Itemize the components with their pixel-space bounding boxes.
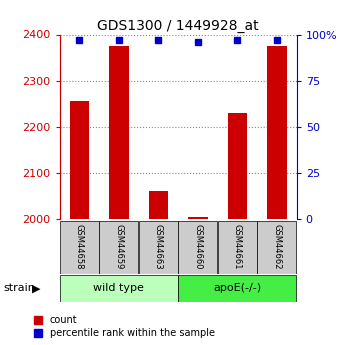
- Bar: [149, 191, 168, 219]
- Text: strain: strain: [3, 284, 35, 293]
- Bar: [109, 46, 129, 219]
- Bar: [178, 221, 218, 274]
- Bar: [70, 101, 89, 219]
- Legend: count, percentile rank within the sample: count, percentile rank within the sample: [32, 313, 217, 340]
- Text: apoE(-/-): apoE(-/-): [213, 284, 262, 293]
- Bar: [60, 275, 178, 302]
- Bar: [139, 221, 178, 274]
- Bar: [188, 217, 208, 219]
- Text: GSM44659: GSM44659: [115, 224, 123, 269]
- Text: GSM44662: GSM44662: [272, 224, 281, 269]
- Bar: [218, 221, 257, 274]
- Text: GSM44663: GSM44663: [154, 224, 163, 269]
- Bar: [257, 221, 296, 274]
- Bar: [178, 275, 296, 302]
- Title: GDS1300 / 1449928_at: GDS1300 / 1449928_at: [98, 19, 259, 33]
- Text: GSM44660: GSM44660: [193, 224, 203, 269]
- Text: ▶: ▶: [32, 284, 40, 293]
- Text: wild type: wild type: [93, 284, 144, 293]
- Text: GSM44658: GSM44658: [75, 224, 84, 269]
- Bar: [227, 113, 247, 219]
- Text: GSM44661: GSM44661: [233, 224, 242, 269]
- Bar: [99, 221, 138, 274]
- Bar: [267, 46, 287, 219]
- Bar: [60, 221, 99, 274]
